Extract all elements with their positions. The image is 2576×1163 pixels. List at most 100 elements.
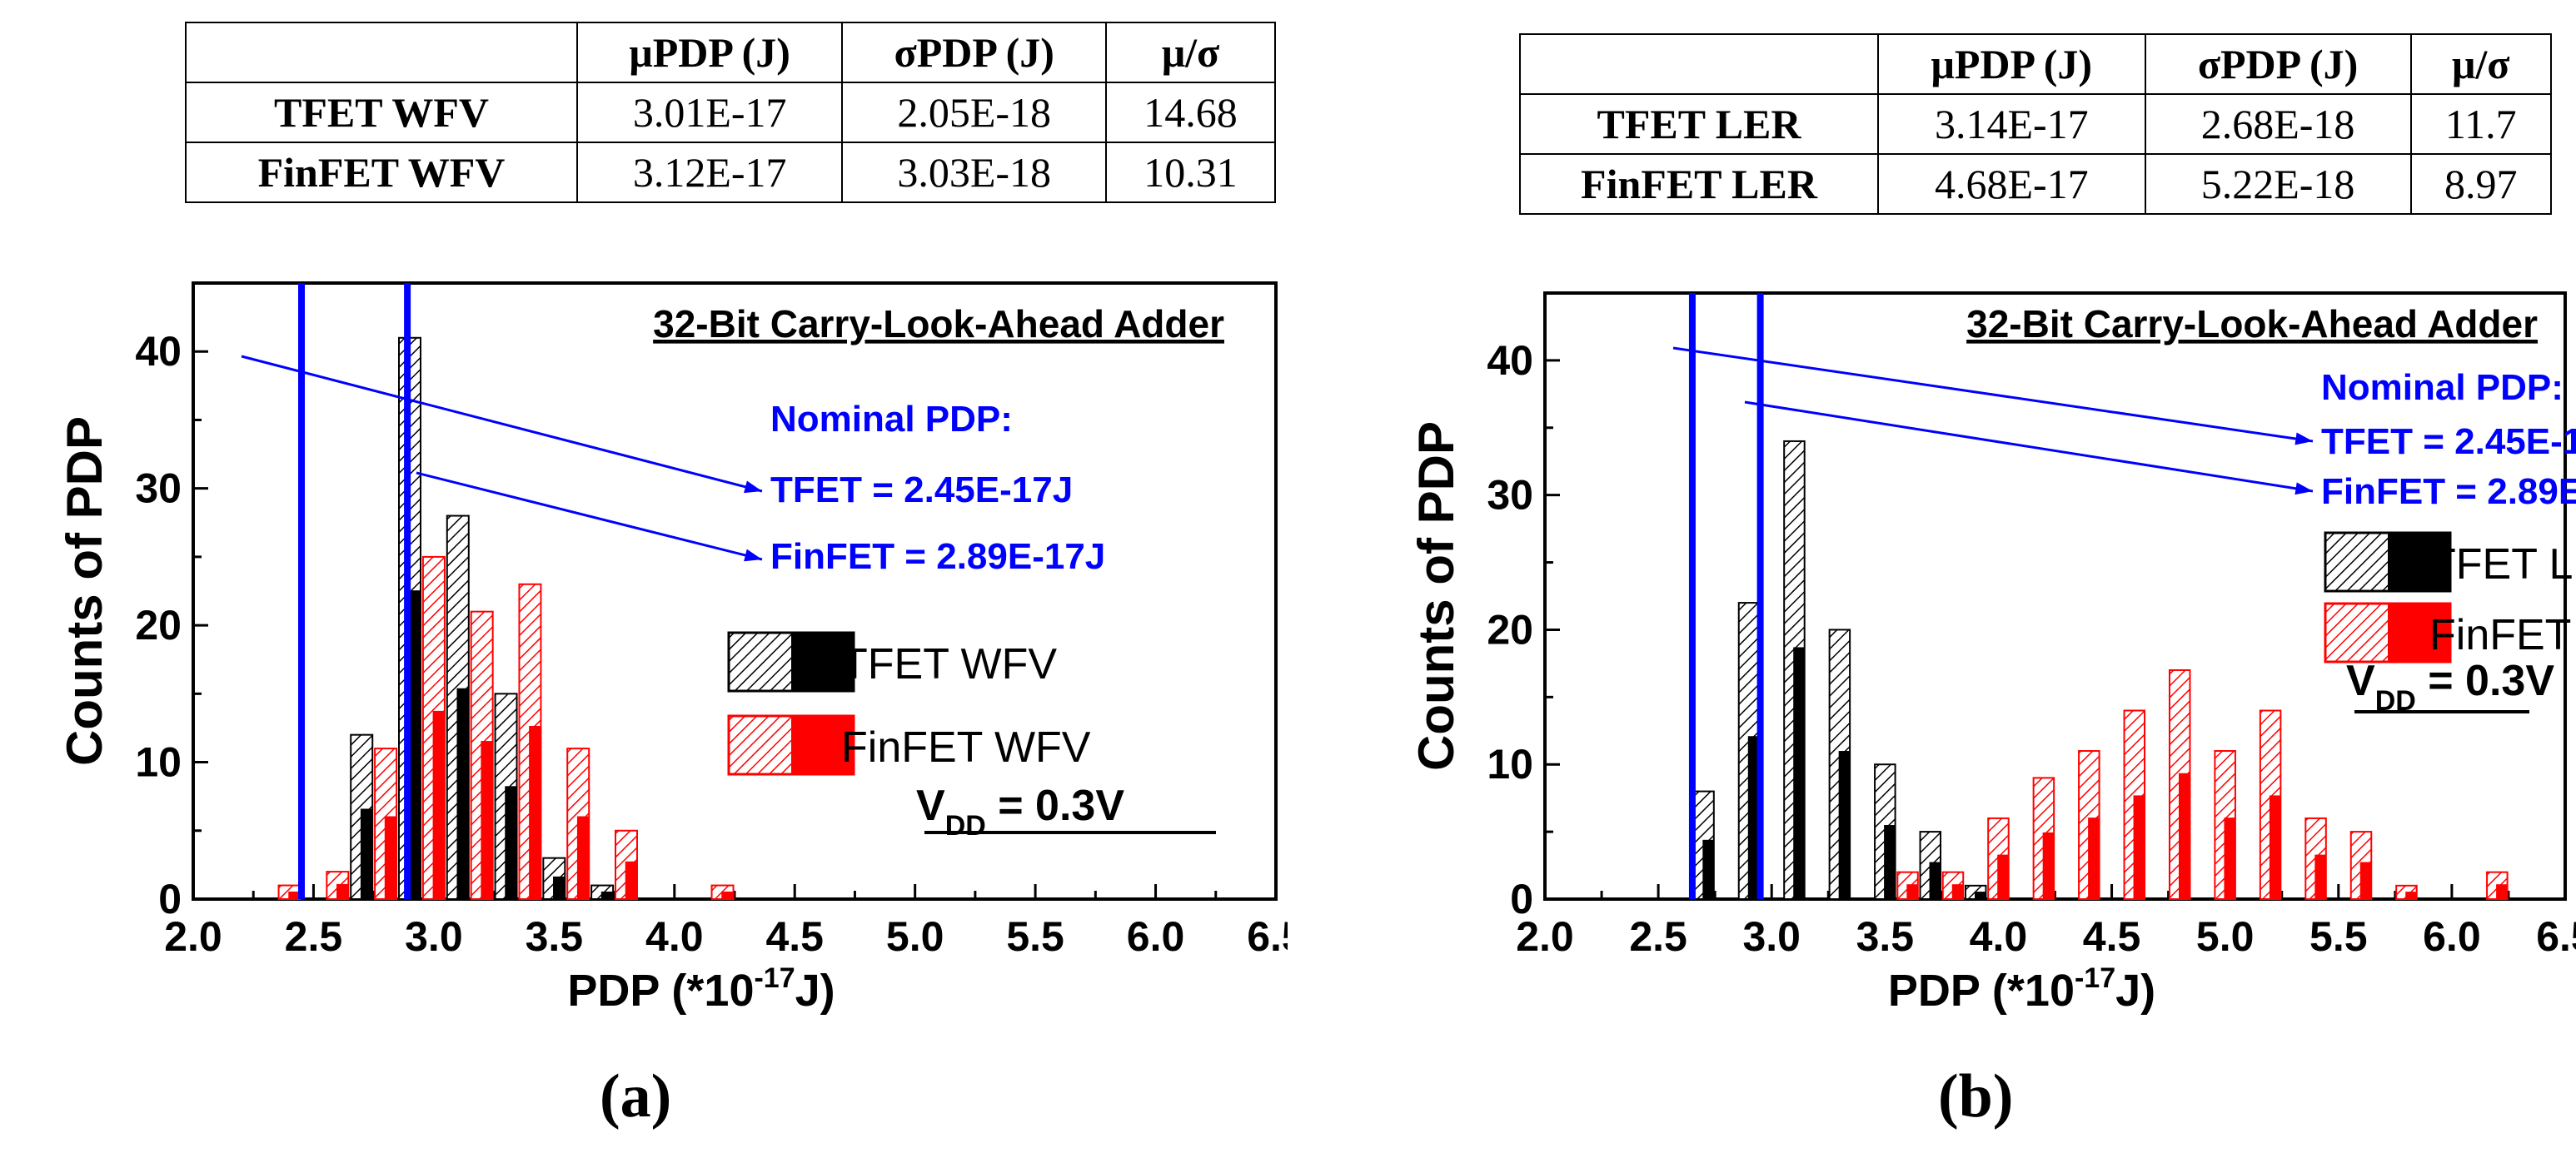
nominal-arrow [241,355,763,493]
table-row: FinFET WFV 3.12E-17 3.03E-18 10.31 [185,142,1276,203]
finfet-bar-fill [1997,854,2009,899]
x-tick-label: 5.5 [1006,913,1064,960]
table-header-cell: μ/σ [2409,33,2552,95]
legend-swatch-finfet-fill [2388,604,2450,662]
table-cell: 3.12E-17 [575,142,844,203]
tfet-bar-fill [1974,892,1986,899]
table-cell: 4.68E-17 [1877,153,2146,215]
finfet-bar-fill [2405,892,2417,899]
table-cell: 3.03E-18 [841,142,1108,203]
finfet-bar-fill [2269,795,2281,899]
finfet-bar-fill [432,710,445,899]
table-cell: 2.68E-18 [2144,93,2412,155]
vdd-label: VDD = 0.3V [2346,657,2554,717]
table-header-row: μPDP (J) σPDP (J) μ/σ [185,22,1276,83]
table-header-cell: σPDP (J) [2144,33,2412,95]
finfet-bar-fill [481,741,493,899]
x-axis-label: PDP (*10-17J) [567,962,835,1016]
stats-table: μPDP (J) σPDP (J) μ/σ TFET WFV 3.01E-17 … [185,22,1276,203]
arrow-head [2294,482,2313,495]
table-cell: 10.31 [1105,142,1276,203]
finfet-bar-fill [1951,884,1964,899]
nominal-pdp-heading: Nominal PDP: [2321,367,2564,408]
vdd-label: VDD = 0.3V [916,782,1124,842]
y-tick-label: 40 [135,328,182,375]
finfet-bar-fill [721,891,734,899]
finfet-bar-fill [2359,862,2372,899]
tfet-bar-fill [1929,862,1941,899]
tfet-bar-fill [505,786,517,899]
finfet-bar-fill [336,883,349,899]
y-tick-label: 20 [135,602,182,649]
table-cell: 11.7 [2409,93,2552,155]
finfet-bar-fill [1906,884,1918,899]
table-row-label: TFET WFV [185,82,578,143]
tfet-bar-fill [1747,736,1760,899]
x-tick-label: 6.5 [1247,913,1288,960]
x-tick-label: 3.0 [1742,913,1801,960]
legend-label: FinFET LER [2429,611,2576,659]
table-cell: 3.14E-17 [1877,93,2146,155]
nominal-arrow [416,471,763,561]
x-axis-label: PDP (*10-17J) [1888,962,2155,1016]
table-header-cell: σPDP (J) [841,22,1108,83]
table-header-cell: μPDP (J) [1877,33,2146,95]
nominal-pdp-finfet: FinFET = 2.89E-17J [2321,471,2576,512]
x-tick-label: 4.5 [2083,913,2141,960]
nominal-pdp-tfet: TFET = 2.45E-17J [2321,421,2576,462]
finfet-bar-fill [2314,854,2326,899]
y-tick-label: 30 [1487,472,1533,519]
x-tick-label: 4.0 [1970,913,2028,960]
legend-swatch-tfet-fill [2388,533,2450,591]
finfet-bar-fill [529,725,541,899]
histogram-chart: 2.0 2.5 3.0 3.5 4.0 4.5 5.0 5.5 6.0 6.5 0 10 20 30 40 P… [1408,291,2576,1016]
x-tick-label: 4.0 [645,913,704,960]
nominal-arrow [1672,346,2314,443]
nominal-pdp-tfet: TFET = 2.45E-17J [770,470,1073,510]
y-tick-label: 10 [135,739,182,786]
y-axis-label: Counts of PDP [1408,421,1464,771]
finfet-bar-fill [384,816,397,899]
table-row-label: FinFET WFV [185,142,578,203]
tfet-bar-fill [1884,825,1896,899]
table-cell: 2.05E-18 [841,82,1108,143]
table-row-label: FinFET LER [1519,153,1879,215]
finfet-bar-fill [288,891,301,899]
y-tick-label: 20 [1487,606,1533,653]
table-cell: 5.22E-18 [2144,153,2412,215]
legend-swatch-finfet-fill [791,716,854,774]
nominal-arrow [1744,400,2314,493]
tfet-bar-fill [1838,751,1851,899]
table-header-cell [185,22,578,83]
finfet-bar-fill [2496,884,2508,899]
table-row-label: TFET LER [1519,93,1879,155]
finfet-bar-fill [2042,832,2055,899]
nominal-pdp-finfet: FinFET = 2.89E-17J [770,536,1105,577]
x-tick-label: 3.5 [1856,913,1915,960]
nominal-pdp-heading: Nominal PDP: [770,399,1013,440]
table-cell: 3.01E-17 [575,82,844,143]
table-header-cell: μPDP (J) [575,22,844,83]
tfet-bar-fill [1702,839,1714,899]
tfet-bar-fill [1793,647,1805,899]
table-row: TFET LER 3.14E-17 2.68E-18 11.7 [1519,93,2552,155]
chart-annotation-title: 32-Bit Carry-Look-Ahead Adder [1966,302,2538,345]
x-tick-label: 5.5 [2309,913,2368,960]
stats-table: μPDP (J) σPDP (J) μ/σ TFET LER 3.14E-17 … [1519,33,2552,215]
arrow-head [744,549,762,562]
table-header-row: μPDP (J) σPDP (J) μ/σ [1519,33,2552,95]
x-tick-label: 2.0 [164,913,222,960]
legend-label: TFET WFV [841,640,1057,688]
panel-label: (b) [1938,1062,2014,1131]
y-tick-label: 40 [1487,337,1533,384]
x-tick-label: 3.5 [526,913,584,960]
chart-annotation-title: 32-Bit Carry-Look-Ahead Adder [653,302,1224,345]
finfet-bar-fill [625,861,637,899]
finfet-bar-fill [2224,818,2235,899]
x-tick-label: 2.0 [1516,913,1574,960]
table-cell: 14.68 [1105,82,1276,143]
legend-label: TFET LER [2429,540,2576,589]
finfet-bar-fill [2088,818,2100,899]
x-tick-label: 6.0 [2423,913,2481,960]
x-tick-label: 5.0 [2196,913,2255,960]
